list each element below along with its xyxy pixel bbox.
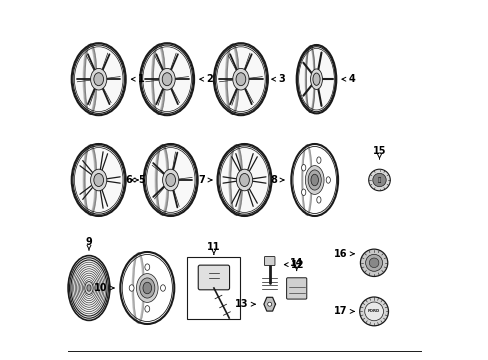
Text: 5: 5: [131, 175, 145, 185]
Ellipse shape: [90, 68, 106, 90]
Text: 15: 15: [372, 146, 386, 159]
Ellipse shape: [68, 256, 110, 320]
Text: 6: 6: [125, 175, 138, 185]
FancyBboxPatch shape: [264, 257, 274, 266]
Ellipse shape: [159, 68, 175, 90]
FancyBboxPatch shape: [198, 265, 229, 290]
Text: 3: 3: [271, 74, 285, 84]
Ellipse shape: [142, 282, 151, 294]
Ellipse shape: [94, 73, 103, 86]
Ellipse shape: [87, 285, 91, 291]
FancyBboxPatch shape: [286, 278, 306, 299]
Text: 17: 17: [334, 306, 353, 316]
Ellipse shape: [219, 147, 269, 213]
Ellipse shape: [307, 170, 321, 190]
Ellipse shape: [232, 68, 248, 90]
Circle shape: [267, 302, 271, 306]
Text: 🐴: 🐴: [377, 177, 380, 183]
Ellipse shape: [325, 177, 330, 183]
Ellipse shape: [310, 69, 322, 89]
Ellipse shape: [165, 174, 175, 186]
Text: 11: 11: [207, 242, 220, 255]
Text: 10: 10: [94, 283, 114, 293]
Text: 14: 14: [289, 258, 303, 271]
Ellipse shape: [239, 174, 249, 186]
Text: FORD: FORD: [367, 309, 380, 314]
Ellipse shape: [160, 285, 165, 291]
Text: 1: 1: [131, 74, 145, 84]
Ellipse shape: [163, 169, 179, 191]
Ellipse shape: [216, 46, 265, 112]
Text: 9: 9: [85, 237, 92, 250]
Polygon shape: [264, 297, 275, 311]
Ellipse shape: [144, 264, 149, 270]
Text: 13: 13: [235, 299, 255, 309]
Bar: [187, 257, 240, 319]
Ellipse shape: [142, 46, 192, 112]
Text: 16: 16: [334, 249, 353, 259]
Ellipse shape: [298, 48, 334, 111]
Circle shape: [368, 258, 378, 267]
Ellipse shape: [312, 73, 320, 85]
Circle shape: [368, 169, 389, 191]
Ellipse shape: [144, 306, 149, 312]
Ellipse shape: [145, 147, 195, 213]
Text: 4: 4: [341, 74, 355, 84]
Text: 7: 7: [199, 175, 211, 185]
Ellipse shape: [301, 165, 305, 171]
Ellipse shape: [305, 166, 324, 194]
Ellipse shape: [140, 278, 155, 298]
Ellipse shape: [316, 197, 320, 203]
Circle shape: [364, 302, 383, 321]
Text: 8: 8: [270, 175, 284, 185]
Circle shape: [372, 173, 386, 187]
Text: 2: 2: [200, 74, 213, 84]
Ellipse shape: [136, 274, 158, 302]
Ellipse shape: [236, 169, 252, 191]
Ellipse shape: [129, 285, 134, 291]
Text: 12: 12: [284, 260, 304, 270]
Circle shape: [365, 254, 382, 271]
Ellipse shape: [84, 282, 93, 294]
Ellipse shape: [301, 189, 305, 195]
Ellipse shape: [162, 73, 172, 86]
Ellipse shape: [236, 73, 245, 86]
Circle shape: [359, 297, 387, 326]
Ellipse shape: [90, 169, 106, 191]
Ellipse shape: [74, 147, 123, 213]
Ellipse shape: [94, 174, 103, 186]
Circle shape: [360, 249, 387, 276]
Ellipse shape: [74, 46, 123, 112]
Ellipse shape: [310, 174, 318, 186]
Ellipse shape: [316, 157, 320, 163]
